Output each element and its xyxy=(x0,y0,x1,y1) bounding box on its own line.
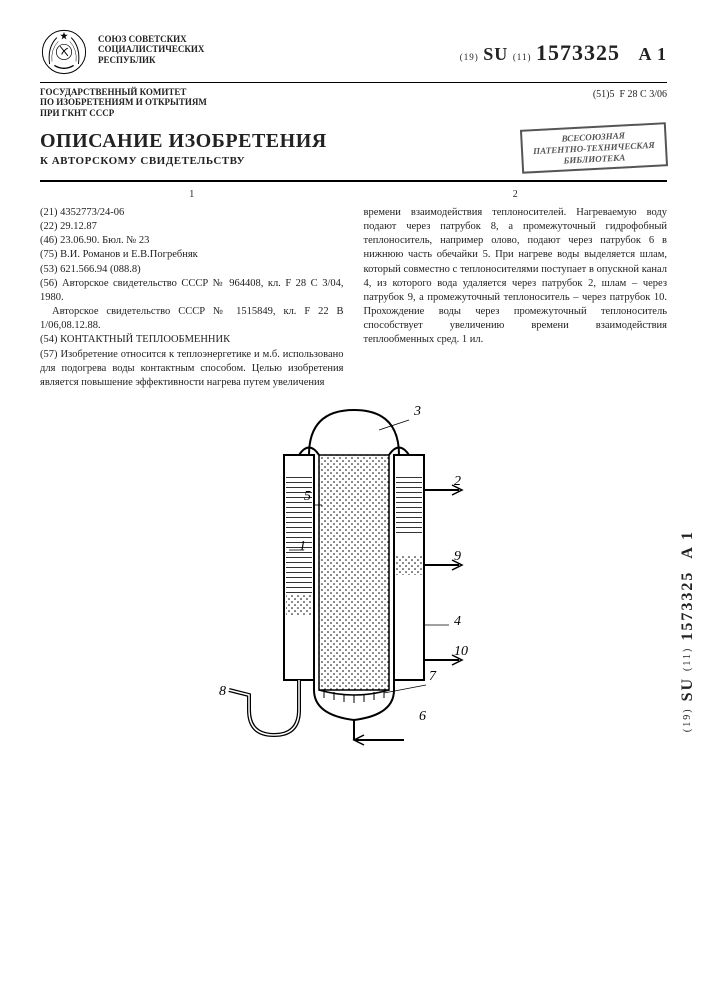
document-subtitle: К АВТОРСКОМУ СВИДЕТЕЛЬСТВУ xyxy=(40,155,327,167)
title-row: ОПИСАНИЕ ИЗОБРЕТЕНИЯ К АВТОРСКОМУ СВИДЕТ… xyxy=(40,126,667,170)
figure-label: 1 xyxy=(299,539,306,554)
field-54: (54) КОНТАКТНЫЙ ТЕПЛООБМЕННИК xyxy=(40,333,344,347)
text-columns: 1 (21) 4352773/24-06 (22) 29.12.87 (46) … xyxy=(40,188,667,390)
pub-country: SU xyxy=(483,44,508,64)
figure-label: 3 xyxy=(413,404,421,419)
figure-label: 8 xyxy=(219,684,226,699)
committee-line: ПРИ ГКНТ СССР xyxy=(40,108,210,118)
pub-num: 1573325 xyxy=(536,40,620,65)
patent-figure: 1 2 3 4 5 6 7 8 9 10 xyxy=(40,400,667,765)
ipc-code: F 28 C 3/06 xyxy=(619,89,667,100)
union-line: СОЮЗ СОВЕТСКИХ xyxy=(98,34,204,44)
divider xyxy=(40,180,667,182)
figure-label: 2 xyxy=(454,474,461,489)
committee-line: ГОСУДАРСТВЕННЫЙ КОМИТЕТ xyxy=(40,87,210,97)
committee-line: ПО ИЗОБРЕТЕНИЯМ И ОТКРЫТИЯМ xyxy=(40,97,210,107)
ussr-emblem-icon xyxy=(40,28,88,76)
abstract-text: времени взаимодействия теплоносителей. Н… xyxy=(364,206,668,348)
library-stamp: ВСЕСОЮЗНАЯ ПАТЕНТНО-ТЕХНИЧЕСКАЯ БИБЛИОТЕ… xyxy=(520,122,668,174)
pub-kind: A 1 xyxy=(638,44,667,64)
field-56a: (56) Авторское свидетельство СССР № 9644… xyxy=(40,277,344,305)
field-57: (57) Изобретение относится к теплоэнерге… xyxy=(40,348,344,391)
figure-label: 7 xyxy=(429,669,437,684)
patent-page: СОЮЗ СОВЕТСКИХ СОЦИАЛИСТИЧЕСКИХ РЕСПУБЛИ… xyxy=(0,0,707,1000)
header-row: СОЮЗ СОВЕТСКИХ СОЦИАЛИСТИЧЕСКИХ РЕСПУБЛИ… xyxy=(40,28,667,83)
figure-label: 4 xyxy=(454,614,461,629)
col-number: 1 xyxy=(40,188,344,202)
union-line: РЕСПУБЛИК xyxy=(98,55,204,65)
column-1: 1 (21) 4352773/24-06 (22) 29.12.87 (46) … xyxy=(40,188,344,390)
field-53: (53) 621.566.94 (088.8) xyxy=(40,263,344,277)
side-kind: A 1 xyxy=(679,530,696,559)
heat-exchanger-diagram-icon: 1 2 3 4 5 6 7 8 9 10 xyxy=(204,400,504,760)
publication-number: (19) SU (11) 1573325 A 1 xyxy=(460,28,667,66)
figure-label: 6 xyxy=(419,709,426,724)
document-title: ОПИСАНИЕ ИЗОБРЕТЕНИЯ xyxy=(40,130,327,153)
title-block: ОПИСАНИЕ ИЗОБРЕТЕНИЯ К АВТОРСКОМУ СВИДЕТ… xyxy=(40,130,327,167)
union-line: СОЦИАЛИСТИЧЕСКИХ xyxy=(98,44,204,54)
ipc-class: (51)5 F 28 C 3/06 xyxy=(593,87,667,118)
side-num: 1573325 xyxy=(679,571,696,641)
figure-label: 9 xyxy=(454,549,461,564)
field-22: (22) 29.12.87 xyxy=(40,220,344,234)
side-sub: (11) xyxy=(682,647,693,671)
side-publication-number: (19) SU (11) 1573325 A 1 xyxy=(679,530,697,732)
col-number: 2 xyxy=(364,188,668,202)
field-56b: Авторское свидетельство СССР № 1515849, … xyxy=(40,305,344,333)
field-46: (46) 23.06.90. Бюл. № 23 xyxy=(40,234,344,248)
figure-label: 5 xyxy=(304,489,311,504)
ipc-prefix: (51)5 xyxy=(593,89,615,100)
figure-label: 10 xyxy=(454,644,468,659)
side-prefix: (19) xyxy=(682,707,693,732)
pub-sub: (11) xyxy=(513,52,532,62)
union-name: СОЮЗ СОВЕТСКИХ СОЦИАЛИСТИЧЕСКИХ РЕСПУБЛИ… xyxy=(98,28,204,65)
row-committee-ipc: ГОСУДАРСТВЕННЫЙ КОМИТЕТ ПО ИЗОБРЕТЕНИЯМ … xyxy=(40,87,667,118)
committee-name: ГОСУДАРСТВЕННЫЙ КОМИТЕТ ПО ИЗОБРЕТЕНИЯМ … xyxy=(40,87,210,118)
side-su: SU xyxy=(679,677,696,701)
pub-prefix: (19) xyxy=(460,52,479,62)
field-21: (21) 4352773/24-06 xyxy=(40,206,344,220)
field-75: (75) В.И. Романов и Е.В.Погребняк xyxy=(40,248,344,262)
column-2: 2 времени взаимодействия теплоносителей.… xyxy=(364,188,668,390)
